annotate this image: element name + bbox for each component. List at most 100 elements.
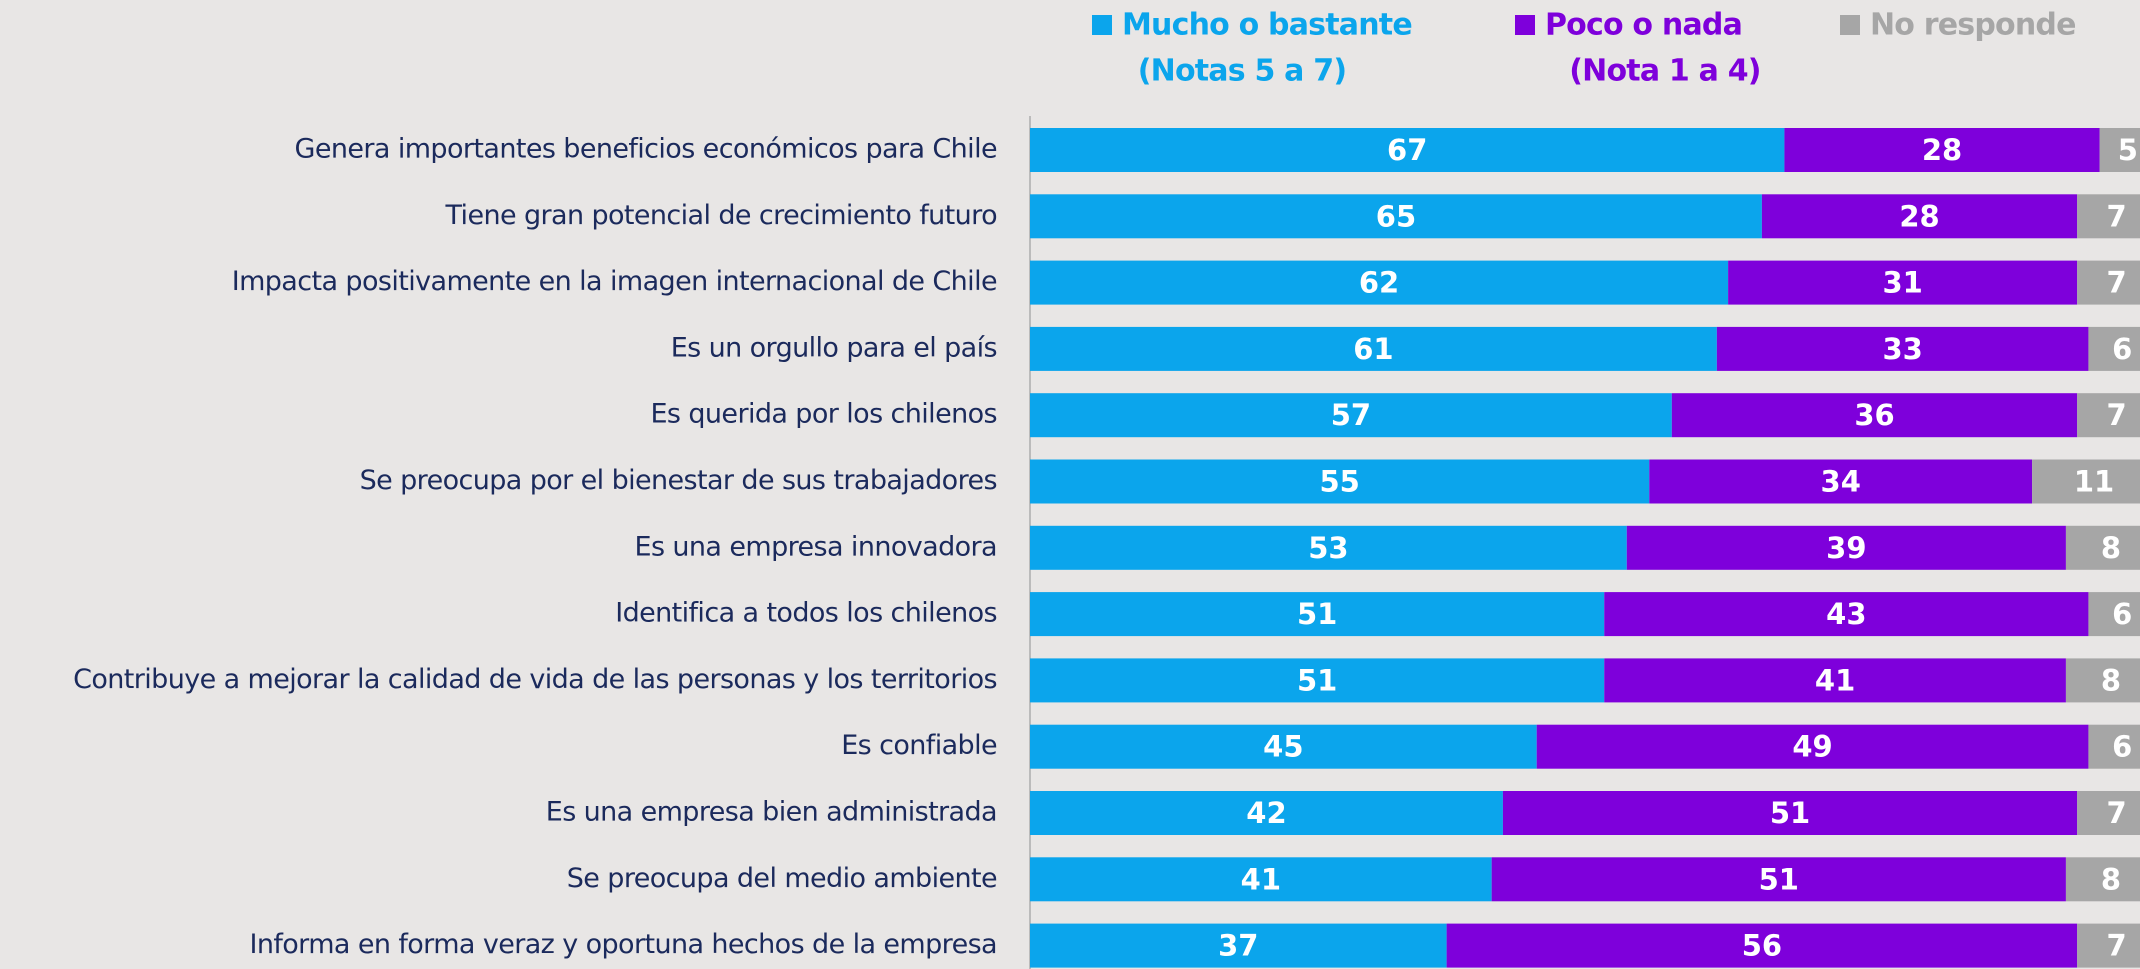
bar-segment bbox=[2065, 857, 2140, 902]
bar-segment bbox=[1604, 658, 2066, 703]
value-label: 55 bbox=[1319, 465, 1359, 499]
value-label: 33 bbox=[1882, 332, 1922, 366]
bar-segment bbox=[2088, 724, 2140, 769]
bar-segment bbox=[1502, 791, 2078, 835]
bar-segment bbox=[2088, 326, 2140, 371]
bar-segment bbox=[2065, 525, 2140, 570]
category-label: Genera importantes beneficios económicos… bbox=[295, 134, 997, 165]
bar-segment bbox=[1030, 459, 1650, 504]
bar-segment bbox=[1030, 326, 1717, 371]
value-label: 51 bbox=[1297, 663, 1337, 697]
bar-segment bbox=[1030, 194, 1762, 239]
bar-segment bbox=[2077, 393, 2140, 438]
value-label: 56 bbox=[1742, 929, 1782, 963]
value-label: 39 bbox=[1826, 531, 1866, 565]
value-label: 53 bbox=[1308, 531, 1348, 565]
legend-swatch bbox=[1840, 15, 1860, 35]
bar-segment bbox=[1030, 128, 1785, 172]
bar-segment bbox=[1030, 525, 1627, 570]
bar-segment bbox=[2077, 791, 2140, 835]
value-label: 57 bbox=[1331, 398, 1371, 432]
bar-segment bbox=[1761, 194, 2078, 239]
bar-segment bbox=[2032, 459, 2140, 504]
bar-segment bbox=[1446, 923, 2078, 968]
value-label: 51 bbox=[1759, 862, 1799, 896]
bar-segment bbox=[1030, 791, 1503, 835]
bar-segment bbox=[2099, 128, 2140, 172]
value-label: 65 bbox=[1376, 199, 1416, 233]
value-label: 6 bbox=[2112, 597, 2132, 631]
category-label: Se preocupa por el bienestar de sus trab… bbox=[360, 465, 997, 496]
value-label: 7 bbox=[2106, 199, 2126, 233]
value-label: 11 bbox=[2074, 465, 2114, 499]
bar-segment bbox=[1728, 260, 2078, 305]
value-label: 51 bbox=[1770, 796, 1810, 830]
value-label: 7 bbox=[2106, 929, 2126, 963]
category-label: Identifica a todos los chilenos bbox=[615, 598, 997, 629]
bar-segment bbox=[1030, 658, 1605, 703]
legend-subtitle: (Nota 1 a 4) bbox=[1569, 54, 1760, 89]
value-label: 7 bbox=[2106, 266, 2126, 300]
legend-label: Mucho o bastante bbox=[1122, 8, 1412, 43]
category-label: Tiene gran potencial de crecimiento futu… bbox=[444, 200, 997, 231]
value-label: 49 bbox=[1792, 730, 1832, 764]
category-label: Es querida por los chilenos bbox=[650, 399, 997, 430]
bar-segment bbox=[2077, 260, 2140, 305]
value-label: 43 bbox=[1826, 597, 1866, 631]
value-label: 28 bbox=[1899, 199, 1939, 233]
legend-label: No responde bbox=[1870, 8, 2076, 43]
bar-segment bbox=[2077, 194, 2140, 239]
bar-segment bbox=[1604, 592, 2089, 637]
bar-segment bbox=[1784, 128, 2100, 172]
value-label: 34 bbox=[1821, 465, 1861, 499]
value-label: 41 bbox=[1241, 862, 1281, 896]
category-label: Contribuye a mejorar la calidad de vida … bbox=[73, 664, 997, 695]
legend-label: Poco o nada bbox=[1545, 8, 1742, 43]
bar-segment bbox=[1671, 393, 2078, 438]
value-label: 36 bbox=[1854, 398, 1894, 432]
legend-subtitle: (Notas 5 a 7) bbox=[1138, 54, 1347, 89]
value-label: 7 bbox=[2106, 796, 2126, 830]
bar-segment bbox=[2065, 658, 2140, 703]
bar-segment bbox=[1030, 724, 1537, 769]
value-label: 8 bbox=[2101, 862, 2121, 896]
category-label: Informa en forma veraz y oportuna hechos… bbox=[249, 929, 997, 960]
bar-segment bbox=[1649, 459, 2033, 504]
bar-segment bbox=[1491, 857, 2066, 902]
category-label: Es confiable bbox=[841, 730, 997, 761]
value-label: 51 bbox=[1297, 597, 1337, 631]
bar-segment bbox=[1030, 857, 1492, 902]
bar-segment bbox=[1626, 525, 2066, 570]
category-label: Se preocupa del medio ambiente bbox=[567, 863, 997, 894]
value-label: 8 bbox=[2101, 663, 2121, 697]
value-label: 6 bbox=[2112, 730, 2132, 764]
bar-segment bbox=[2088, 592, 2140, 637]
legend-swatch bbox=[1515, 15, 1535, 35]
value-label: 28 bbox=[1922, 133, 1962, 167]
value-label: 62 bbox=[1359, 266, 1399, 300]
bar-segment bbox=[1030, 260, 1729, 305]
value-label: 37 bbox=[1218, 929, 1258, 963]
bar-segment bbox=[1030, 393, 1672, 438]
value-label: 5 bbox=[2118, 133, 2138, 167]
value-label: 45 bbox=[1263, 730, 1303, 764]
value-label: 42 bbox=[1246, 796, 1286, 830]
value-label: 41 bbox=[1815, 663, 1855, 697]
value-label: 6 bbox=[2112, 332, 2132, 366]
bar-segment bbox=[1536, 724, 2089, 769]
category-label: Es una empresa bien administrada bbox=[546, 797, 997, 828]
value-label: 61 bbox=[1353, 332, 1393, 366]
category-label: Es un orgullo para el país bbox=[671, 332, 997, 363]
category-label: Es una empresa innovadora bbox=[635, 531, 998, 562]
value-label: 7 bbox=[2106, 398, 2126, 432]
value-label: 8 bbox=[2101, 531, 2121, 565]
bar-segment bbox=[2077, 923, 2140, 968]
bar-segment bbox=[1030, 923, 1447, 968]
bar-segment bbox=[1030, 592, 1605, 637]
value-label: 31 bbox=[1882, 266, 1922, 300]
legend-swatch bbox=[1092, 15, 1112, 35]
category-label: Impacta positivamente en la imagen inter… bbox=[232, 266, 997, 297]
bar-segment bbox=[1716, 326, 2089, 371]
value-label: 67 bbox=[1387, 133, 1427, 167]
